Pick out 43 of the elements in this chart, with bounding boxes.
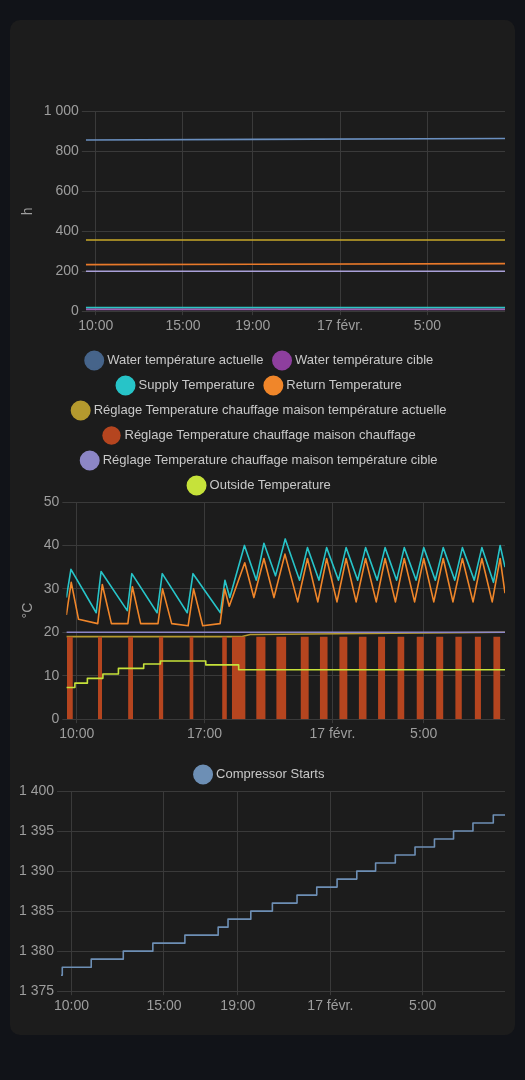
- y-tick-label: 10: [43, 666, 60, 683]
- y-tick-label: 40: [43, 536, 60, 553]
- y-tick-label: 20: [43, 623, 60, 640]
- y-axis-title: °C: [19, 602, 36, 619]
- legend-label: Water température cible: [295, 352, 434, 368]
- x-tick-label: 17 févr.: [317, 317, 364, 334]
- x-tick-label: 10:00: [78, 317, 114, 334]
- x-tick-label: 5:00: [413, 317, 442, 334]
- x-tick-label: 17 févr.: [309, 725, 356, 742]
- y-axis-title: h: [19, 207, 36, 216]
- legend-label: Water température actuelle: [107, 352, 264, 368]
- x-tick-label: 10:00: [59, 725, 95, 742]
- y-tick-label: 1 395: [18, 821, 55, 838]
- y-tick-label: 0: [51, 710, 60, 727]
- x-tick-label: 10:00: [53, 997, 90, 1014]
- y-tick-label: 1 390: [18, 861, 55, 878]
- y-tick-label: 1 380: [18, 942, 55, 959]
- y-tick-label: 1 375: [18, 982, 55, 999]
- y-tick-label: 800: [55, 142, 80, 159]
- legend-label: Supply Temperature: [138, 377, 255, 393]
- legend-label: Réglage Temperature chauffage maison chauffage: [124, 427, 416, 443]
- legend-label: Outside Temperature: [209, 477, 331, 493]
- y-tick-label: 1 000: [43, 102, 80, 119]
- x-tick-label: 15:00: [165, 317, 201, 334]
- legend-label: Return Temperature: [286, 377, 402, 393]
- y-tick-label: 400: [55, 222, 80, 239]
- x-tick-label: 17 févr.: [307, 997, 354, 1014]
- legend-label: Réglage Temperature chauffage maison température actuelle: [93, 402, 447, 418]
- x-tick-label: 19:00: [220, 997, 256, 1014]
- y-tick-label: 0: [71, 302, 80, 319]
- y-tick-label: 200: [55, 262, 80, 279]
- y-tick-label: 600: [55, 182, 80, 199]
- x-tick-label: 19:00: [235, 317, 271, 334]
- y-tick-label: 50: [43, 492, 60, 509]
- x-tick-label: 5:00: [410, 725, 438, 742]
- y-tick-label: 1 400: [18, 781, 55, 798]
- x-tick-label: 5:00: [409, 997, 437, 1014]
- legend-label: Réglage Temperature chauffage maison température cible: [102, 452, 438, 468]
- legend-label: Compressor Starts: [216, 766, 325, 782]
- y-tick-label: 1 385: [18, 901, 55, 918]
- x-tick-label: 15:00: [146, 997, 182, 1014]
- x-tick-label: 17:00: [187, 725, 223, 742]
- y-tick-label: 30: [43, 579, 60, 596]
